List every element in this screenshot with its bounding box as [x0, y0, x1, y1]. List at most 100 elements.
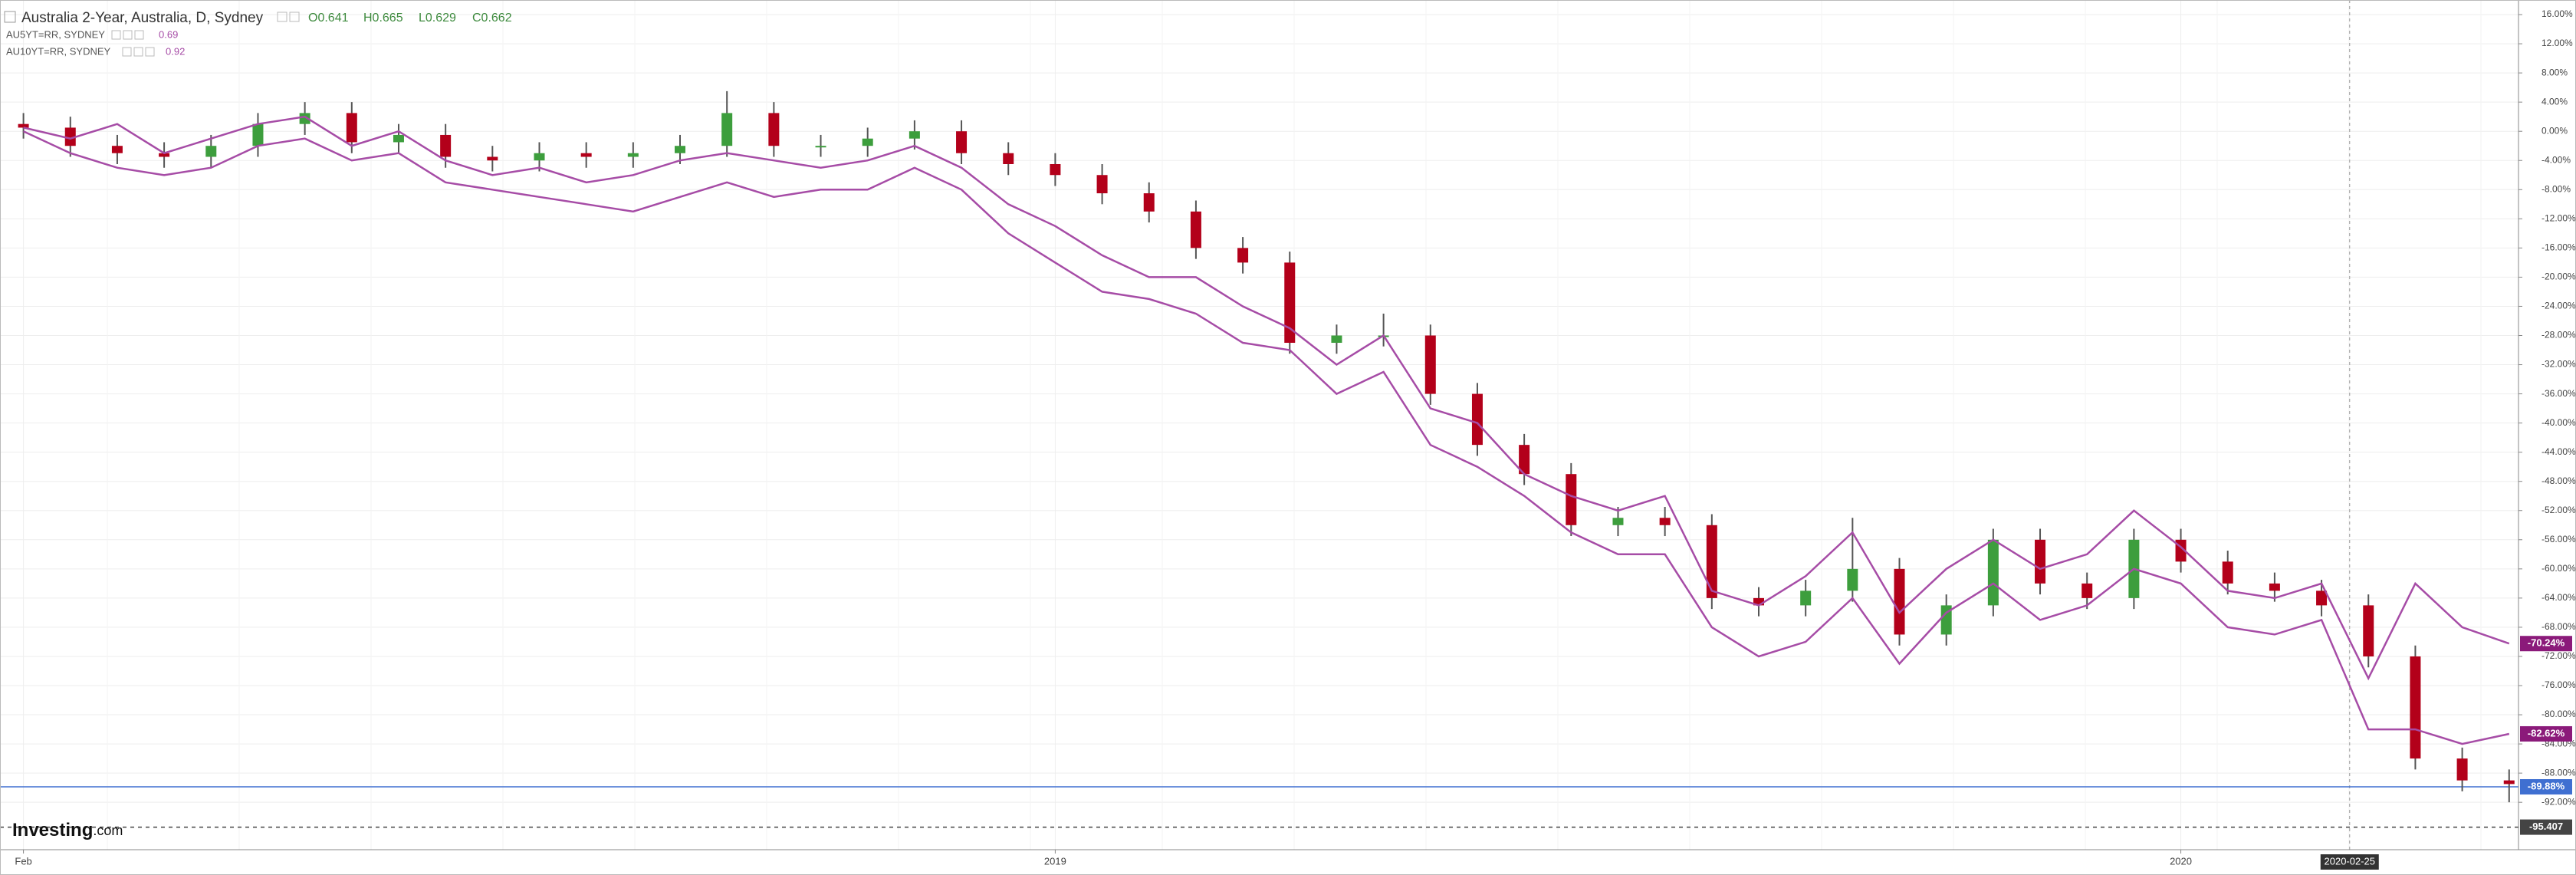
candle-body: [1331, 335, 1342, 344]
candle-body: [862, 138, 873, 146]
candle-body: [1566, 474, 1577, 525]
y-tick-label: -8.00%: [2542, 183, 2571, 194]
candle-body: [346, 113, 357, 143]
candle-body: [1237, 248, 1249, 263]
price-tag-label: -70.24%: [2528, 637, 2565, 649]
y-tick-label: -52.00%: [2542, 505, 2576, 515]
candle-body: [627, 153, 639, 157]
ohlc-open: O0.641: [308, 12, 349, 25]
candle-body: [2363, 605, 2374, 656]
price-tag: [2520, 636, 2572, 652]
y-tick-label: -80.00%: [2542, 709, 2576, 719]
price-tag: [2520, 819, 2572, 835]
legend-icon[interactable]: [122, 47, 132, 57]
price-tag: [2520, 725, 2572, 742]
legend-icon[interactable]: [123, 30, 133, 40]
grid: [0, 0, 2518, 850]
y-tick-label: -56.00%: [2542, 534, 2576, 544]
candle-body: [2082, 583, 2093, 598]
candle-body: [299, 113, 310, 124]
crosshair-label: 2020-02-25: [2325, 855, 2376, 867]
legend-value: 0.69: [159, 28, 178, 40]
y-tick-label: -68.00%: [2542, 621, 2576, 632]
candle-body: [1143, 193, 1155, 212]
y-tick-label: -36.00%: [2542, 388, 2576, 399]
price-tag-label: -82.62%: [2528, 727, 2565, 738]
candle-body: [111, 146, 123, 153]
y-tick-label: -64.00%: [2542, 592, 2576, 603]
ohlc-low: L0.629: [419, 12, 456, 25]
y-tick-label: -32.00%: [2542, 359, 2576, 370]
y-tick-label: -28.00%: [2542, 330, 2576, 340]
y-tick-label: -40.00%: [2542, 417, 2576, 428]
candle-body: [1424, 335, 1436, 394]
candle-body: [956, 131, 968, 153]
candle-body: [64, 127, 76, 146]
collapse-icon[interactable]: [4, 11, 16, 23]
candle-body: [1050, 163, 1061, 176]
ohlc-close: C0.662: [472, 12, 512, 25]
candle-body: [1471, 393, 1483, 446]
y-tick-label: -72.00%: [2542, 650, 2576, 661]
candle-body: [1800, 590, 1812, 606]
close-icon[interactable]: [289, 12, 300, 22]
y-tick-label: -4.00%: [2542, 154, 2571, 165]
candle-body: [1987, 539, 1999, 606]
price-tag-label: -95.407: [2529, 821, 2563, 832]
candle-body: [2503, 780, 2515, 785]
candle-body: [1284, 262, 1296, 344]
legend-icon[interactable]: [133, 47, 143, 57]
candle-body: [1659, 518, 1671, 525]
series-line: [23, 130, 2510, 745]
candle-body: [205, 146, 217, 157]
y-tick-label: -16.00%: [2542, 242, 2576, 253]
candle-body: [1940, 605, 1952, 635]
logo-suffix: .com: [93, 823, 123, 838]
candle-body: [1190, 211, 1201, 248]
candle-body: [1706, 525, 1717, 598]
price-tag: [2520, 779, 2572, 795]
y-tick-label: -24.00%: [2542, 301, 2576, 311]
candle-body: [534, 153, 545, 161]
logo-word: Investing: [12, 820, 93, 840]
y-tick-label: 12.00%: [2542, 38, 2573, 48]
y-tick-label: -60.00%: [2542, 563, 2576, 574]
legend-icon[interactable]: [134, 30, 144, 40]
candle-body: [1096, 175, 1108, 194]
main-series-title: Australia 2-Year, Australia, D, Sydney: [21, 10, 264, 26]
candle-body: [2269, 583, 2280, 591]
candle-body: [1519, 445, 1530, 475]
marks: [18, 90, 2515, 803]
candle-body: [18, 123, 29, 128]
y-tick-label: 8.00%: [2542, 67, 2568, 77]
y-tick-label: -20.00%: [2542, 271, 2576, 282]
legend-icon[interactable]: [111, 30, 121, 40]
settings-icon[interactable]: [277, 12, 288, 22]
candle-body: [1003, 153, 1014, 164]
y-tick-label: 16.00%: [2542, 8, 2573, 19]
ohlc-high: H0.665: [363, 12, 403, 25]
candle-body: [2410, 656, 2421, 759]
y-tick-label: 0.00%: [2542, 125, 2568, 136]
legend-icon[interactable]: [145, 47, 155, 57]
candle-body: [2222, 561, 2233, 584]
y-tick-label: -48.00%: [2542, 475, 2576, 486]
y-tick-label: -88.00%: [2542, 767, 2576, 778]
logo: Investing.com: [12, 820, 123, 840]
candle-body: [440, 134, 452, 157]
y-tick-label: -76.00%: [2542, 679, 2576, 690]
x-tick-label: 2019: [1044, 855, 1066, 867]
candle-body: [909, 131, 920, 139]
candle-body: [1847, 568, 1858, 591]
candle-body: [2316, 590, 2328, 606]
candle-body: [2456, 758, 2468, 781]
candle-body: [2035, 539, 2046, 584]
legend-entry: AU5YT=RR, SYDNEY: [6, 28, 105, 40]
candle-body: [815, 146, 826, 148]
y-tick-label: -92.00%: [2542, 796, 2576, 807]
legend-value: 0.92: [166, 45, 185, 57]
